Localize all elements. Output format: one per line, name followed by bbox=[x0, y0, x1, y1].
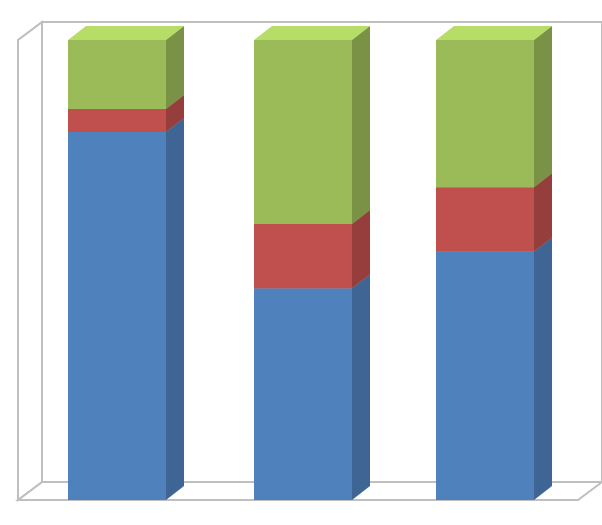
bar-0-bottom-side bbox=[166, 118, 184, 500]
stacked-bar-3d-chart bbox=[0, 0, 602, 525]
bar-2-middle-front bbox=[436, 187, 534, 251]
bar-1-bottom-side bbox=[352, 274, 370, 500]
bar-0-bottom-front bbox=[68, 132, 166, 500]
bar-2-bottom-side bbox=[534, 238, 552, 500]
bar-1-bottom-front bbox=[254, 288, 352, 500]
side-wall bbox=[18, 22, 42, 500]
bar-2-bottom-front bbox=[436, 252, 534, 500]
bar-0-top-front bbox=[68, 40, 166, 109]
bar-2-top-side bbox=[534, 26, 552, 187]
bar-1-top-side bbox=[352, 26, 370, 224]
bar-1-middle-front bbox=[254, 224, 352, 288]
bar-2-topcap bbox=[436, 26, 552, 40]
bar-0-top-side bbox=[166, 26, 184, 109]
bar-0-topcap bbox=[68, 26, 184, 40]
bar-1-top-front bbox=[254, 40, 352, 224]
bar-2-top-front bbox=[436, 40, 534, 187]
chart-svg bbox=[0, 0, 602, 525]
bar-1-topcap bbox=[254, 26, 370, 40]
bar-0-middle-front bbox=[68, 109, 166, 132]
